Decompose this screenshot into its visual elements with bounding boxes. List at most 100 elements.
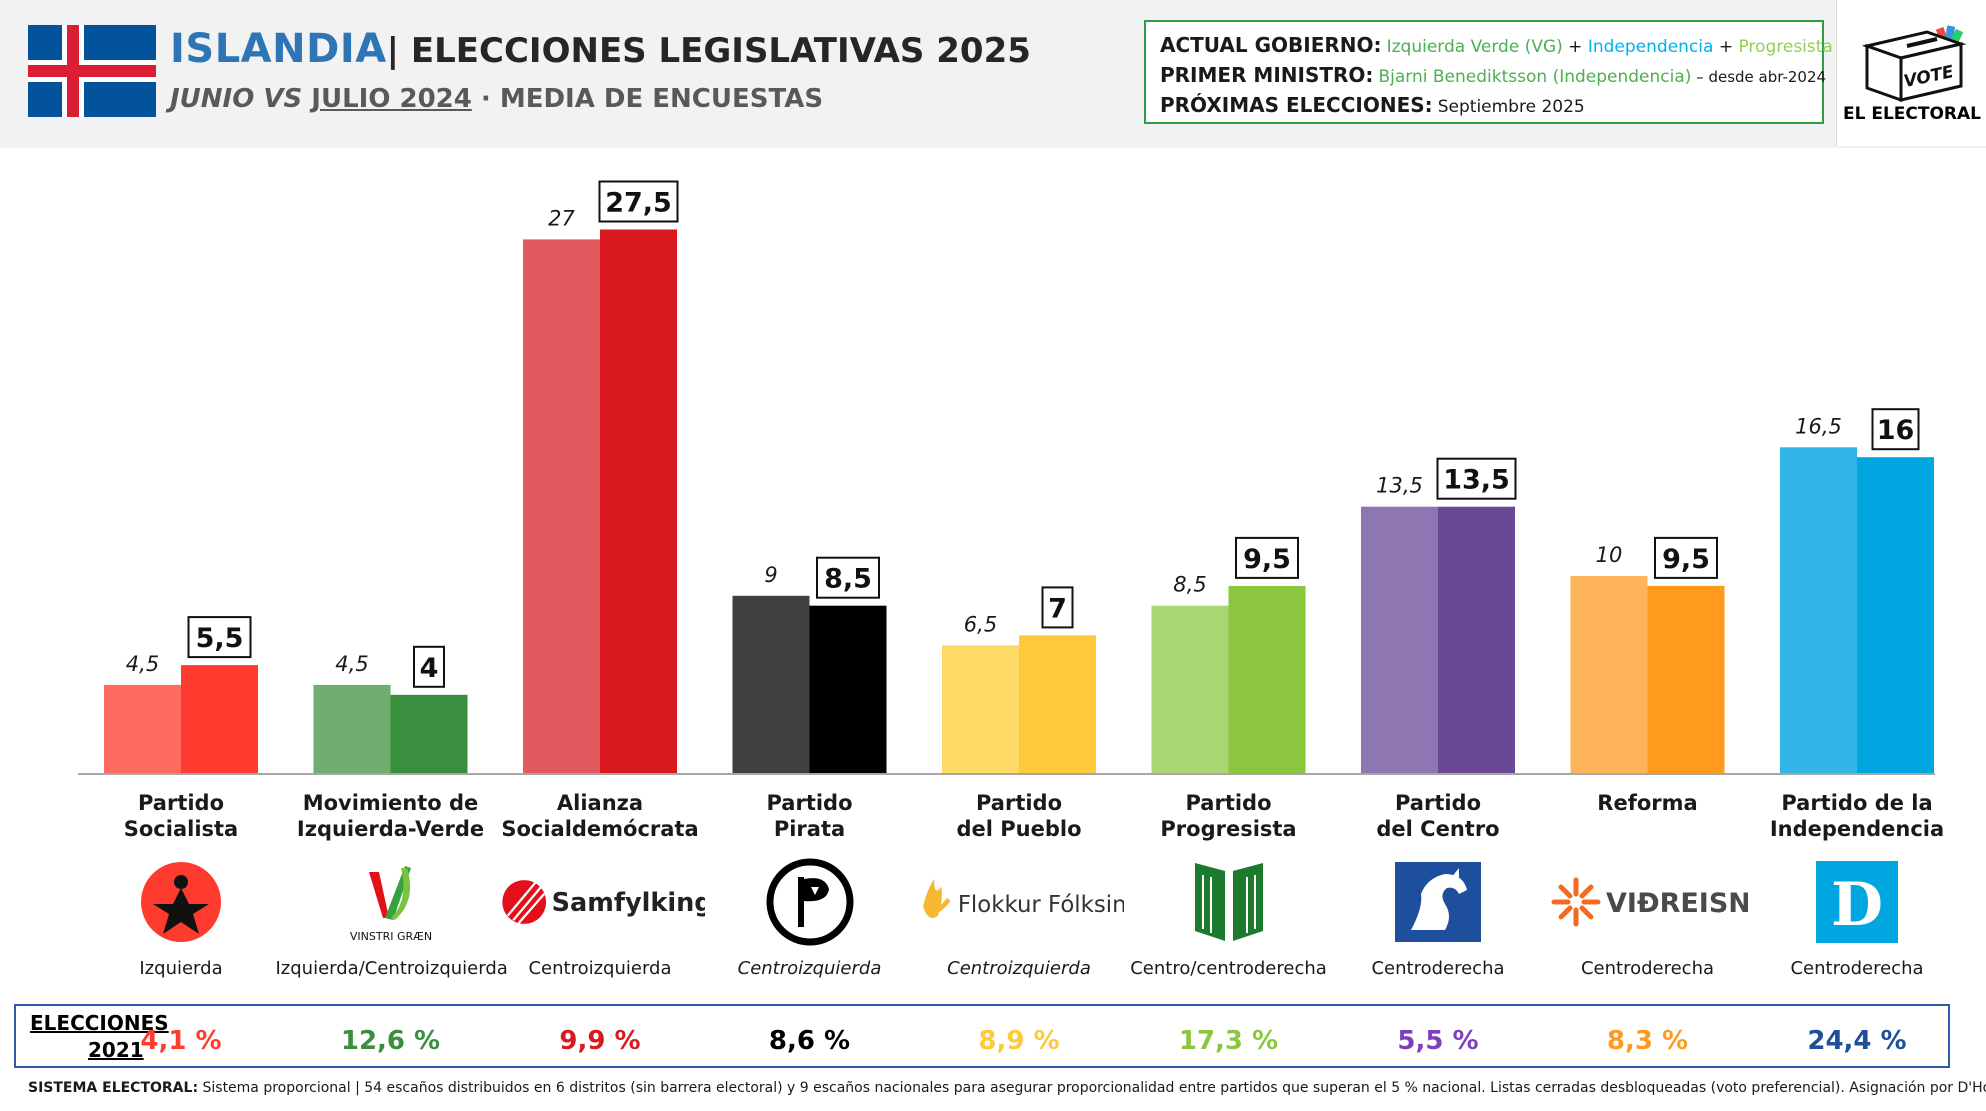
- pm-value: Bjarni Benediktsson (Independencia): [1378, 67, 1692, 87]
- value-label-current: 9,5: [1662, 544, 1710, 575]
- elections-2021-value: 17,3 %: [1178, 1026, 1279, 1056]
- value-label-current: 7: [1048, 593, 1067, 624]
- bar-prev: [1780, 447, 1857, 774]
- party-ideology: Centroizquierda: [737, 958, 882, 979]
- value-label-current: 27,5: [605, 188, 672, 219]
- el-electoral-logo: VOTE EL ELECTORAL: [1836, 0, 1986, 146]
- next-label: PRÓXIMAS ELECCIONES:: [1160, 93, 1433, 117]
- elections-2021-value: 9,9 %: [559, 1026, 641, 1056]
- header: ISLANDIA| ELECCIONES LEGISLATIVAS 2025 J…: [0, 0, 1986, 148]
- svg-text:Samfylkingin: Samfylkingin: [552, 888, 705, 918]
- title-text: | ELECCIONES LEGISLATIVAS 2025: [386, 31, 1031, 71]
- next-elections-row: PRÓXIMAS ELECCIONES: Septiembre 2025: [1160, 90, 1808, 120]
- bar-prev: [732, 595, 810, 774]
- value-label-prev: 6,5: [964, 612, 997, 636]
- gov-part: +: [1562, 37, 1588, 57]
- subtitle: JUNIO VS JULIO 2024 · MEDIA DE ENCUESTAS: [170, 84, 823, 114]
- value-label-prev: 4,5: [335, 652, 368, 676]
- value-box-current: [1436, 457, 1517, 500]
- ballot-box-icon: VOTE: [1861, 25, 1967, 103]
- bar-current: [181, 665, 258, 774]
- party-name: Partido Progresista: [1160, 791, 1297, 841]
- value-box-current: [1235, 536, 1299, 579]
- value-label-prev: 9: [764, 563, 777, 587]
- party-ideology: Centro/centroderecha: [1130, 958, 1327, 979]
- party-name: Reforma: [1597, 791, 1698, 815]
- value-label-prev: 10: [1596, 543, 1623, 567]
- bar-prev: [1361, 506, 1438, 774]
- svg-text:VINSTRI GRÆN: VINSTRI GRÆN: [349, 930, 431, 943]
- value-label-current: 8,5: [824, 564, 872, 595]
- poll-bar-chart: 4,5 5,5 4,5 4 27 27,5 9 8,5 6,5 7 8,5 9,5 13,5 13,5 10…: [78, 180, 1935, 775]
- bar-current: [1019, 635, 1096, 774]
- party-ideology: Izquierda: [139, 958, 223, 979]
- bar-current: [809, 605, 887, 774]
- value-label-current: 4: [420, 653, 439, 684]
- gov-value: Izquierda Verde (VG) + Independencia + P…: [1387, 37, 1833, 57]
- government-info-box: ACTUAL GOBIERNO: Izquierda Verde (VG) + …: [1144, 20, 1833, 124]
- subtitle-part3: · MEDIA DE ENCUESTAS: [471, 84, 824, 114]
- elections-2021-box: ELECCIONES 2021: [14, 1004, 1950, 1068]
- value-box-current: [598, 180, 679, 223]
- value-box-current: [413, 645, 445, 688]
- bar-prev: [313, 684, 391, 774]
- samfylkingin-icon: Samfylkingin: [495, 857, 705, 947]
- bar-prev: [1151, 605, 1229, 774]
- value-label-prev: 27: [548, 206, 575, 230]
- subtitle-part1: JUNIO VS: [170, 84, 303, 114]
- party-ideology: Centroderecha: [1790, 958, 1924, 979]
- gov-part: Izquierda Verde (VG): [1386, 37, 1563, 57]
- progressive-book-icon: [1124, 857, 1334, 947]
- elections-2021-value: 5,5 %: [1397, 1026, 1479, 1056]
- bar-prev: [942, 645, 1019, 774]
- svg-text:VIÐREISN: VIÐREISN: [1606, 888, 1748, 919]
- party-name: Partido de la Independencia: [1769, 791, 1945, 841]
- government-row: ACTUAL GOBIERNO: Izquierda Verde (VG) + …: [1160, 30, 1833, 60]
- bar-current: [1647, 585, 1725, 774]
- elections-2021-value: 8,3 %: [1606, 1026, 1689, 1056]
- party-name: Partido del Centro: [1376, 791, 1500, 841]
- elections-2021-value: 4,1 %: [140, 1026, 222, 1056]
- party-ideology: Centroizquierda: [947, 958, 1091, 979]
- footer-note: SISTEMA ELECTORAL: Sistema proporcional …: [28, 1080, 1986, 1096]
- bar-current: [600, 229, 677, 774]
- brand-name: EL ELECTORAL: [1842, 104, 1982, 124]
- pm-since: – desde abr-2024: [1691, 68, 1827, 86]
- party-ideology: Centroderecha: [1371, 958, 1505, 979]
- value-box-current: [816, 556, 880, 599]
- value-box-current: [1654, 536, 1718, 579]
- bar-current: [1228, 585, 1306, 774]
- bar-prev: [523, 239, 600, 774]
- party-ideology: Centroderecha: [1580, 958, 1715, 979]
- value-label-current: 9,5: [1243, 544, 1291, 575]
- country-name: ISLANDIA: [170, 26, 387, 72]
- pirate-flag-icon: [705, 857, 915, 947]
- gov-part: Progresista: [1738, 37, 1833, 57]
- elections-2021-value: 24,4 %: [1807, 1026, 1907, 1056]
- party-name: Movimiento de Izquierda-Verde: [296, 791, 485, 841]
- svg-text:Flokkur Fólksins: Flokkur Fólksins: [958, 892, 1124, 918]
- elections-2021-value: 8,6 %: [768, 1026, 851, 1056]
- bar-prev: [1570, 576, 1648, 774]
- value-box-current: [187, 616, 252, 659]
- value-label-current: 13,5: [1443, 465, 1510, 496]
- gov-part: Independencia: [1587, 37, 1714, 57]
- bar-prev: [104, 684, 181, 774]
- pm-label: PRIMER MINISTRO:: [1160, 63, 1374, 87]
- gov-part: +: [1713, 37, 1739, 57]
- party-name: Partido Pirata: [766, 791, 853, 841]
- party-name: Alianza Socialdemócrata: [501, 791, 699, 841]
- bar-current: [1857, 457, 1934, 774]
- footer-text: Sistema proporcional | 54 escaños distri…: [198, 1080, 1986, 1096]
- vidreisn-icon: VIÐREISN: [1543, 857, 1753, 947]
- value-label-prev: 4,5: [126, 652, 159, 676]
- subtitle-part2: JULIO 2024: [311, 84, 472, 114]
- d-square-icon: D: [1752, 857, 1962, 947]
- pm-row: PRIMER MINISTRO: Bjarni Benediktsson (In…: [1160, 60, 1826, 90]
- elections-2021-value: 12,6 %: [340, 1026, 441, 1056]
- value-box-current: [1871, 408, 1920, 451]
- vinstri-graen-icon: VINSTRI GRÆN: [286, 857, 496, 947]
- value-box-current: [1041, 586, 1074, 629]
- page-title: ISLANDIA| ELECCIONES LEGISLATIVAS 2025: [170, 26, 1031, 72]
- party-ideology: Centroizquierda: [528, 958, 672, 979]
